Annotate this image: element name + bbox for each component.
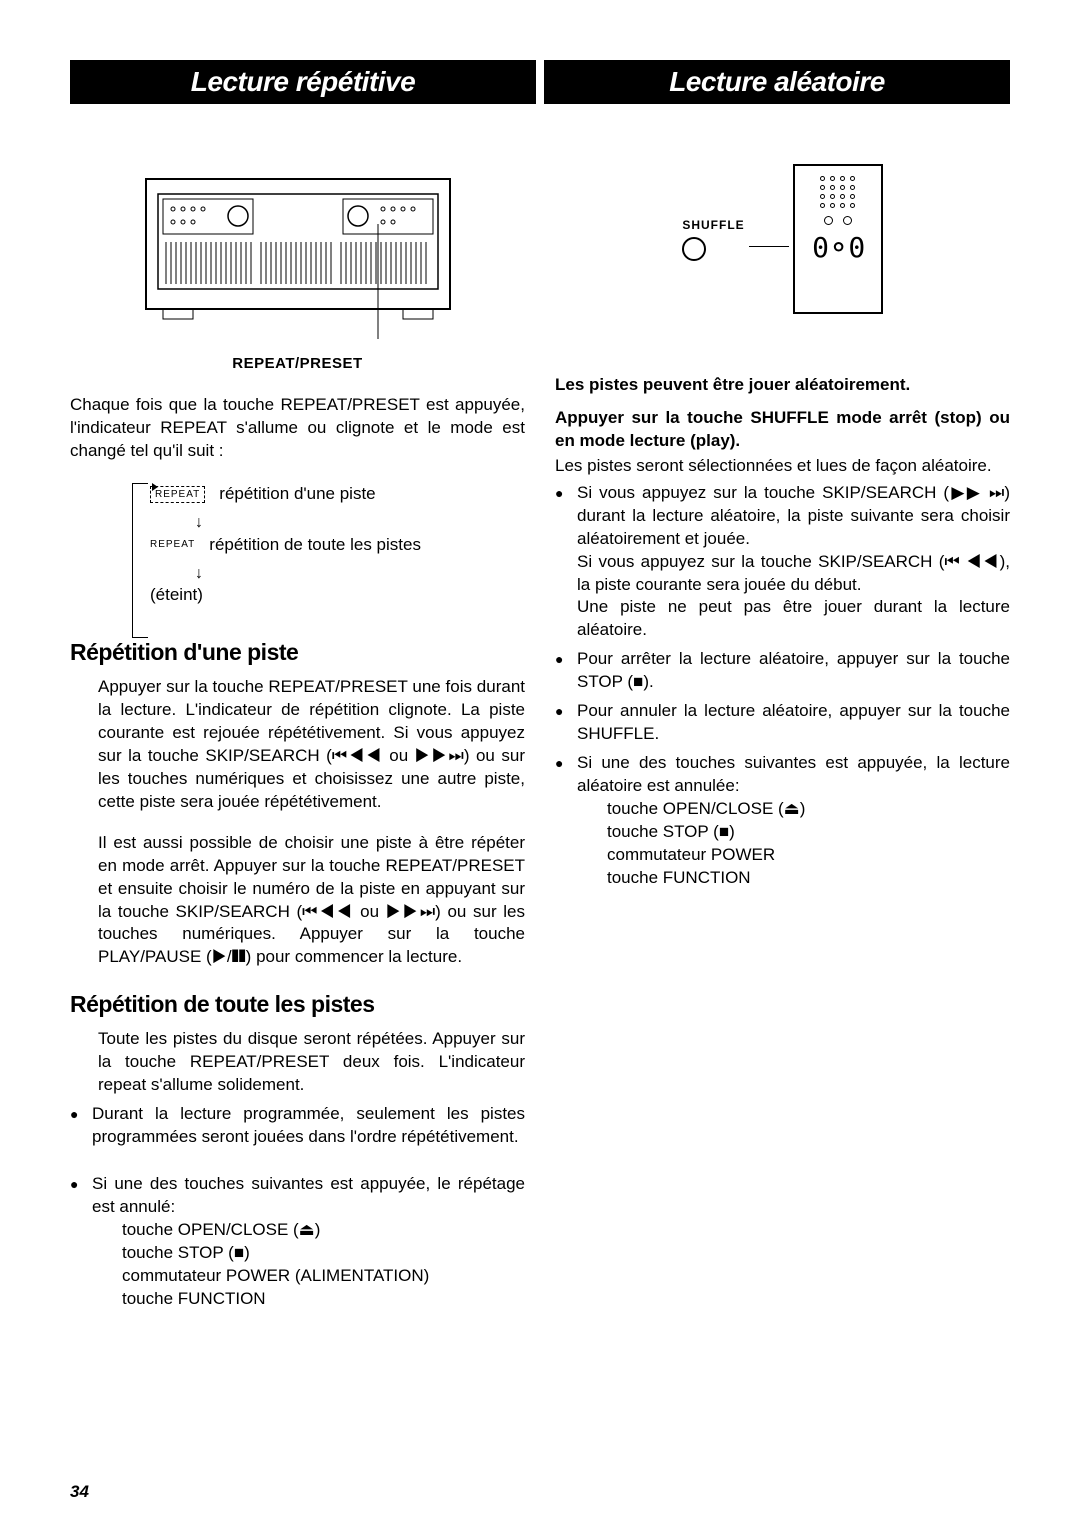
- repeat-indicator-dashed: REPEAT: [150, 486, 205, 504]
- title-right: Lecture aléatoire: [544, 60, 1010, 104]
- section-2-bullet-1: Durant la lecture programmée, seulement …: [70, 1103, 525, 1149]
- section-1-title: Répétition d'une piste: [70, 637, 525, 668]
- page-number: 34: [70, 1482, 89, 1502]
- leader-line: [749, 246, 789, 247]
- section-2-p1: Toute les pistes du disque seront répété…: [98, 1028, 525, 1097]
- cancel-item-4: touche FUNCTION: [122, 1288, 525, 1311]
- cancel-item-1: touche OPEN/CLOSE (⏏): [122, 1219, 525, 1242]
- right-cancel-4: touche FUNCTION: [607, 867, 1010, 890]
- shuffle-diagram: SHUFFLE 0⚬0: [555, 164, 1010, 314]
- right-bullet-3: Pour annuler la lecture aléatoire, appuy…: [555, 700, 1010, 746]
- right-bullet-1: Si vous appuyez sur la touche SKIP/SEARC…: [555, 482, 1010, 643]
- section-2-bullet-2-text: Si une des touches suivantes est appuyée…: [92, 1174, 525, 1216]
- right-bold-2: Appuyer sur la touche SHUFFLE mode arrêt…: [555, 407, 1010, 453]
- right-bullet-2: Pour arrêter la lecture aléatoire, appuy…: [555, 648, 1010, 694]
- right-bullet-4: Si une des touches suivantes est appuyée…: [555, 752, 1010, 890]
- remote-box-icon: 0⚬0: [793, 164, 883, 314]
- right-bold-1: Les pistes peuvent être jouer aléatoirem…: [555, 374, 1010, 397]
- flow-step-1: répétition d'une piste: [219, 483, 375, 506]
- right-column: SHUFFLE 0⚬0 Les pistes peuvent être joue…: [555, 164, 1010, 1317]
- section-2-title: Répétition de toute les pistes: [70, 989, 525, 1020]
- right-cancel-1: touche OPEN/CLOSE (⏏): [607, 798, 1010, 821]
- right-bullet-4-text: Si une des touches suivantes est appuyée…: [577, 753, 1010, 795]
- section-1-p2: Il est aussi possible de choisir une pis…: [98, 832, 525, 970]
- shuffle-label: SHUFFLE: [682, 217, 744, 233]
- diagram-caption: REPEAT/PRESET: [70, 354, 525, 374]
- right-cancel-2: touche STOP (■): [607, 821, 1010, 844]
- flow-step-3: (éteint): [150, 584, 203, 607]
- right-bullet-1b: Si vous appuyez sur la touche SKIP/SEARC…: [577, 552, 1010, 594]
- display-icon: 0⚬0: [812, 229, 863, 267]
- intro-paragraph: Chaque fois que la touche REPEAT/PRESET …: [70, 394, 525, 463]
- flow-step-2: répétition de toute les pistes: [209, 534, 421, 557]
- section-1-p1: Appuyer sur la touche REPEAT/PRESET une …: [98, 676, 525, 814]
- cd-player-diagram: REPEAT/PRESET: [70, 164, 525, 374]
- right-cancel-3: commutateur POWER: [607, 844, 1010, 867]
- left-column: REPEAT/PRESET Chaque fois que la touche …: [70, 164, 525, 1317]
- right-intro: Les pistes seront sélectionnées et lues …: [555, 455, 1010, 478]
- shuffle-button-icon: [682, 237, 706, 261]
- arrow-down-icon: ↓: [195, 512, 525, 534]
- cancel-item-2: touche STOP (■): [122, 1242, 525, 1265]
- right-bullet-1c: Une piste ne peut pas être jouer durant …: [577, 597, 1010, 639]
- section-2-bullet-2: Si une des touches suivantes est appuyée…: [70, 1173, 525, 1311]
- flow-chart: REPEAT répétition d'une piste ↓ REPEAT r…: [150, 483, 525, 607]
- title-left: Lecture répétitive: [70, 60, 536, 104]
- repeat-indicator: REPEAT: [150, 538, 195, 552]
- arrow-down-icon: ↓: [195, 563, 525, 585]
- right-bullet-1a: Si vous appuyez sur la touche SKIP/SEARC…: [577, 483, 1010, 548]
- cancel-item-3: commutateur POWER (ALIMENTATION): [122, 1265, 525, 1288]
